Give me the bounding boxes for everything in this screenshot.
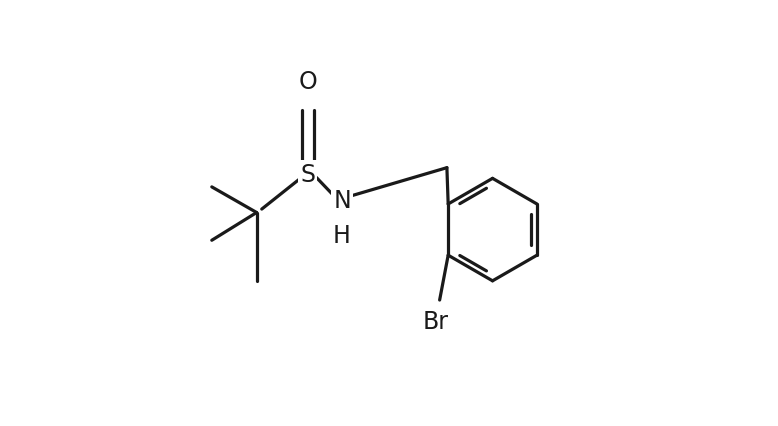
Text: O: O <box>299 70 317 94</box>
Text: H: H <box>333 224 351 248</box>
Text: S: S <box>300 163 315 187</box>
Text: Br: Br <box>422 309 448 333</box>
Text: N: N <box>333 188 351 212</box>
